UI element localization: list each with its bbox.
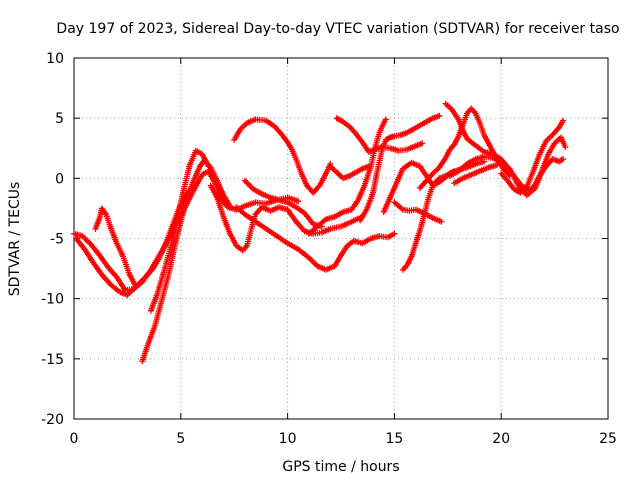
series-track-8	[231, 116, 334, 196]
x-tick-label: 25	[599, 431, 617, 447]
y-tick-label: -10	[41, 292, 64, 308]
plus-markers	[231, 116, 334, 196]
x-tick-label: 20	[492, 431, 510, 447]
series-track-9	[241, 177, 325, 230]
series-track-3	[92, 205, 139, 290]
x-tick-label: 10	[279, 431, 297, 447]
x-tick-label: 0	[70, 431, 79, 447]
plus-markers	[399, 168, 458, 273]
series-track-20	[498, 117, 567, 196]
y-tick-label: -5	[50, 232, 64, 248]
plus-markers	[139, 157, 233, 365]
series-track-10	[333, 115, 426, 155]
y-axis-label: SDTVAR / TECUs	[7, 182, 23, 297]
series-track-4	[139, 157, 233, 365]
series-track-11	[357, 112, 443, 224]
x-tick-label: 15	[385, 431, 403, 447]
series-track-15	[391, 199, 445, 225]
plus-markers	[327, 163, 372, 182]
series-track-21	[451, 162, 500, 187]
y-tick-label: 5	[55, 111, 64, 127]
plus-markers	[498, 117, 567, 196]
plus-markers	[306, 116, 389, 237]
chart-title: Day 197 of 2023, Sidereal Day-to-day VTE…	[56, 21, 619, 37]
x-tick-label: 5	[176, 431, 185, 447]
plus-markers	[451, 162, 500, 187]
series-track-7	[233, 204, 398, 273]
x-axis-label: GPS time / hours	[282, 459, 399, 475]
y-tick-label: 10	[46, 51, 64, 67]
series-track-13	[327, 163, 372, 182]
plus-markers	[147, 147, 212, 314]
data-series	[71, 100, 569, 365]
plus-markers	[446, 134, 569, 199]
plus-markers	[391, 199, 445, 225]
series-track-12	[306, 116, 389, 237]
plus-markers	[92, 205, 139, 290]
series-track-16	[399, 168, 458, 273]
plus-markers	[241, 177, 325, 230]
series-track-19	[446, 134, 569, 199]
y-tick-label: -20	[41, 412, 64, 428]
plus-markers	[333, 115, 426, 155]
plus-markers	[357, 112, 443, 224]
y-tick-label: 0	[55, 171, 64, 187]
y-tick-label: -15	[41, 352, 64, 368]
grid-lines	[74, 58, 608, 419]
plus-markers	[233, 204, 398, 273]
tick-labels: 0 5 10 15 20 25 -20 -15 -10 -5 0 5 10	[41, 51, 617, 447]
series-track-5	[147, 147, 212, 314]
